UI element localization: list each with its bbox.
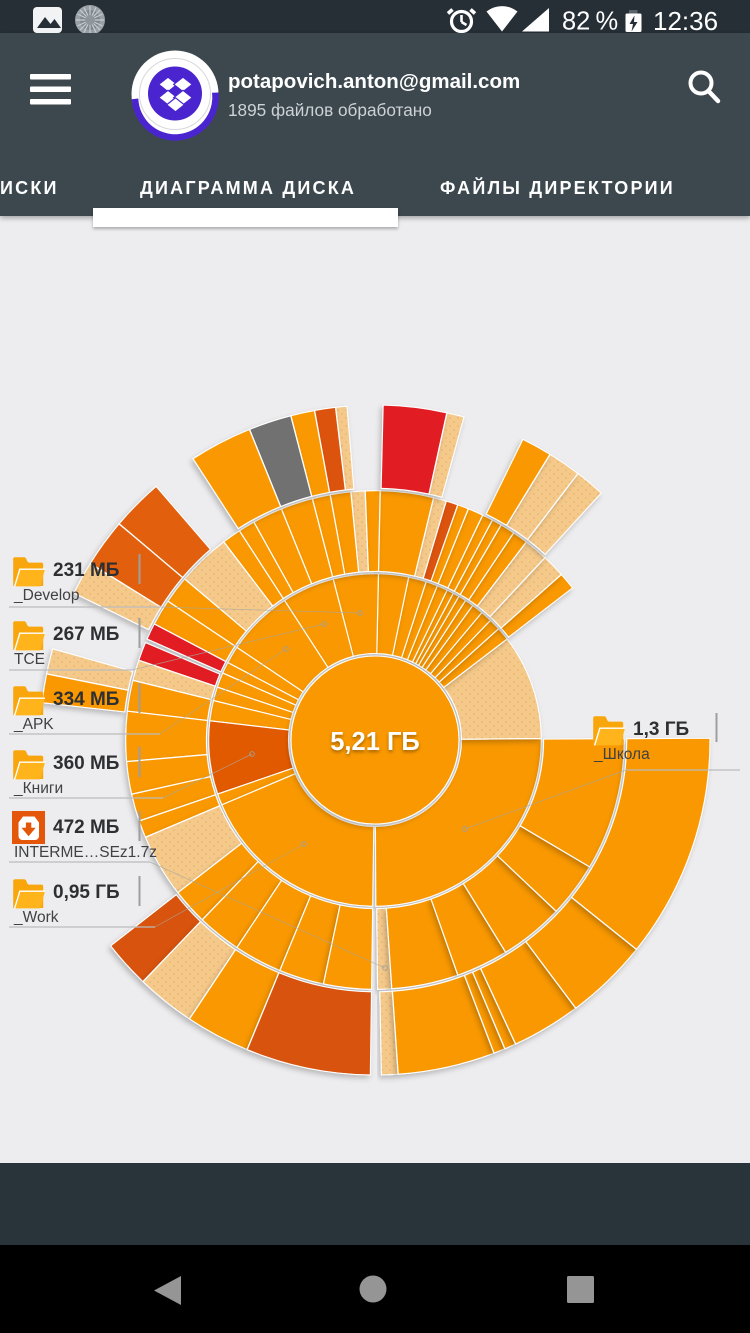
svg-text:82 %: 82 % [562, 8, 618, 34]
svg-text:12:36: 12:36 [653, 6, 718, 33]
